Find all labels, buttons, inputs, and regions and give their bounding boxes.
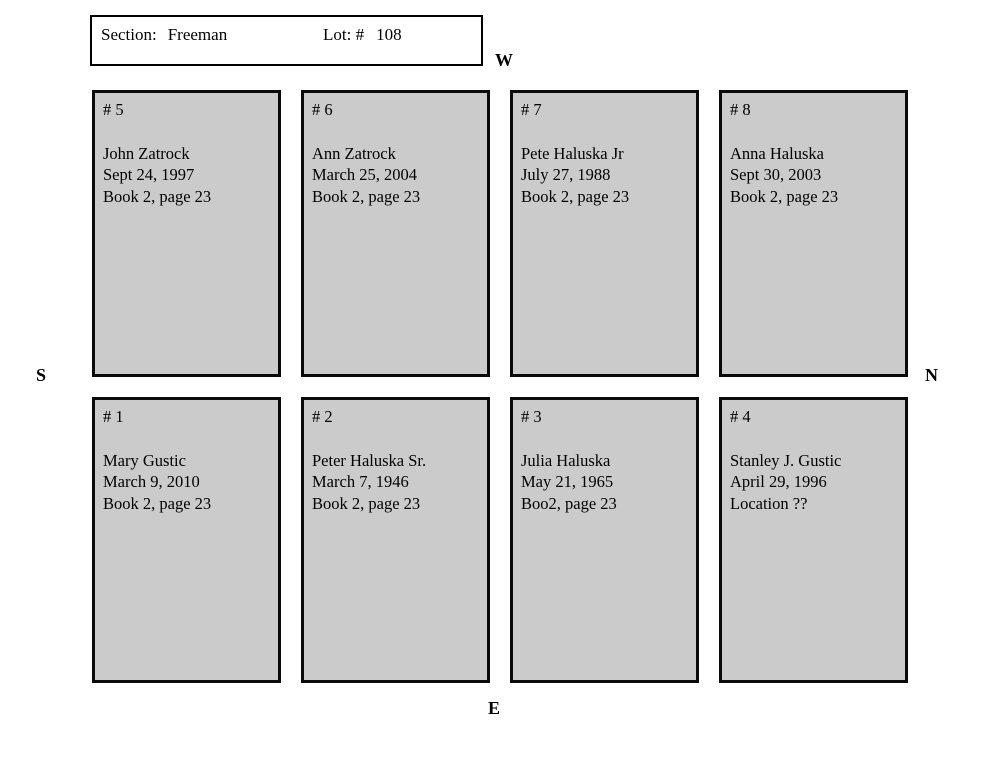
plot-date: April 29, 1996 — [730, 472, 827, 491]
plot-name: Julia Haluska — [521, 450, 611, 470]
compass-west-label: W — [495, 50, 513, 70]
plot-number: # 4 — [730, 407, 751, 426]
plot-record: Book 2, page 23 — [103, 186, 212, 206]
plot-info: Stanley J. Gustic April 29, 1996 Locatio… — [730, 450, 897, 515]
section-value: Freeman — [167, 25, 228, 44]
plot-number: # 2 — [312, 407, 333, 426]
lot-value: 108 — [376, 25, 402, 44]
plot-box-5: # 5 John Zatrock Sept 24, 1997 Book 2, p… — [92, 90, 281, 377]
plot-info: Mary Gustic March 9, 2010 Book 2, page 2… — [103, 450, 270, 515]
section-label: Section: — [101, 25, 157, 44]
plot-date: Sept 30, 2003 — [730, 165, 822, 184]
plot-record: Boo2, page 23 — [521, 493, 617, 513]
plot-info: John Zatrock Sept 24, 1997 Book 2, page … — [103, 143, 270, 208]
plot-info: Pete Haluska Jr July 27, 1988 Book 2, pa… — [521, 143, 688, 208]
plot-date: March 25, 2004 — [312, 165, 417, 184]
plot-box-7: # 7 Pete Haluska Jr July 27, 1988 Book 2… — [510, 90, 699, 377]
plot-date: July 27, 1988 — [521, 165, 611, 184]
compass-north-label: N — [925, 365, 938, 385]
plot-number: # 1 — [103, 407, 124, 426]
plot-name: Pete Haluska Jr — [521, 143, 624, 163]
plot-info: Anna Haluska Sept 30, 2003 Book 2, page … — [730, 143, 897, 208]
plots-grid: # 5 John Zatrock Sept 24, 1997 Book 2, p… — [92, 90, 908, 683]
plot-info: Ann Zatrock March 25, 2004 Book 2, page … — [312, 143, 479, 208]
plot-box-2: # 2 Peter Haluska Sr. March 7, 1946 Book… — [301, 397, 490, 683]
plot-box-6: # 6 Ann Zatrock March 25, 2004 Book 2, p… — [301, 90, 490, 377]
plot-date: Sept 24, 1997 — [103, 165, 195, 184]
plot-date: March 7, 1946 — [312, 472, 409, 491]
plot-record: Book 2, page 23 — [312, 186, 421, 206]
plot-name: Stanley J. Gustic — [730, 450, 842, 470]
plot-record: Book 2, page 23 — [730, 186, 839, 206]
plot-box-1: # 1 Mary Gustic March 9, 2010 Book 2, pa… — [92, 397, 281, 683]
plot-number: # 3 — [521, 407, 542, 426]
plot-name: Ann Zatrock — [312, 143, 396, 163]
plot-number: # 5 — [103, 100, 124, 119]
plot-box-8: # 8 Anna Haluska Sept 30, 2003 Book 2, p… — [719, 90, 908, 377]
plot-number: # 6 — [312, 100, 333, 119]
plot-box-4: # 4 Stanley J. Gustic April 29, 1996 Loc… — [719, 397, 908, 683]
plot-record: Book 2, page 23 — [103, 493, 212, 513]
plot-date: May 21, 1965 — [521, 472, 614, 491]
plot-date: March 9, 2010 — [103, 472, 200, 491]
plot-name: Peter Haluska Sr. — [312, 450, 427, 470]
section-info: Section: Freeman — [101, 25, 227, 45]
plot-number: # 8 — [730, 100, 751, 119]
plot-info: Julia Haluska May 21, 1965 Boo2, page 23 — [521, 450, 688, 515]
plot-number: # 7 — [521, 100, 542, 119]
compass-south-label: S — [36, 365, 47, 385]
plot-record: Location ?? — [730, 493, 808, 513]
plot-info: Peter Haluska Sr. March 7, 1946 Book 2, … — [312, 450, 479, 515]
plot-record: Book 2, page 23 — [521, 186, 630, 206]
plot-record: Book 2, page 23 — [312, 493, 421, 513]
lot-info: Lot: # 108 — [323, 25, 402, 45]
plot-name: John Zatrock — [103, 143, 190, 163]
plot-name: Mary Gustic — [103, 450, 186, 470]
compass-east-label: E — [488, 698, 501, 718]
lot-label: Lot: # — [323, 25, 365, 44]
plot-box-3: # 3 Julia Haluska May 21, 1965 Boo2, pag… — [510, 397, 699, 683]
section-header-box: Section: Freeman Lot: # 108 — [90, 15, 483, 66]
plot-name: Anna Haluska — [730, 143, 824, 163]
